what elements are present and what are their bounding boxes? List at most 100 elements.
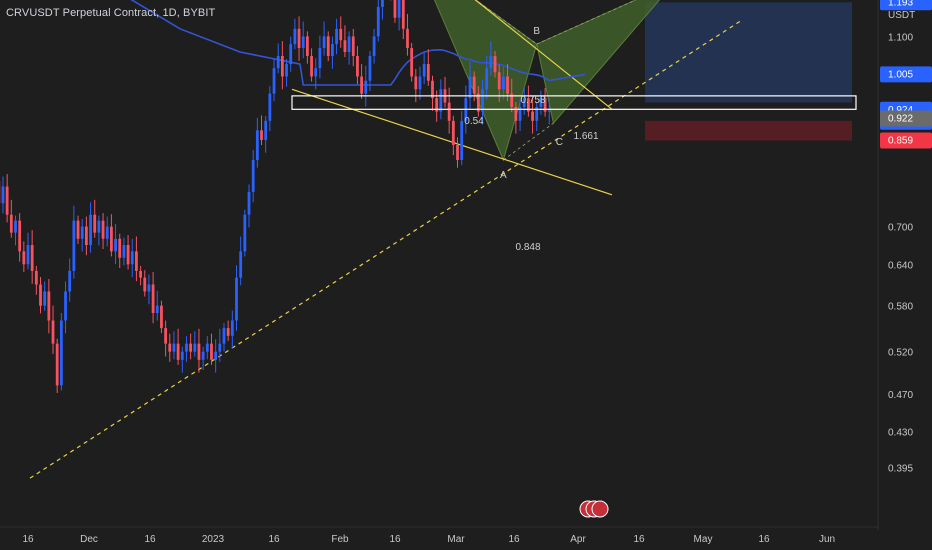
price-badge-value: 0.922	[888, 114, 913, 125]
candle-body	[235, 277, 238, 321]
candle-body	[130, 251, 134, 265]
candle-body	[339, 28, 343, 41]
candle-body	[497, 72, 501, 90]
candle-body	[193, 343, 197, 352]
candle-body	[160, 305, 163, 329]
x-tick-label: Mar	[447, 534, 465, 545]
candle-body	[72, 220, 76, 271]
candle-body	[451, 120, 455, 145]
candle-body	[406, 28, 409, 49]
candle-body	[510, 93, 514, 108]
candle-body	[397, 0, 401, 18]
candle-body	[151, 284, 155, 314]
candle-body	[34, 270, 38, 285]
x-tick-label: Apr	[570, 534, 586, 545]
candle-body	[176, 343, 180, 360]
candle-body	[247, 191, 251, 215]
candle-body	[310, 55, 313, 77]
candle-body	[531, 111, 534, 121]
pattern-ratio-label: 1.661	[573, 131, 598, 142]
stop-zone	[645, 120, 852, 141]
candle-body	[272, 68, 276, 94]
pattern-ratio-label: 0.54	[464, 116, 484, 127]
candle-body	[418, 76, 422, 90]
target-zone	[645, 2, 852, 103]
candle-body	[543, 98, 547, 112]
candle-body	[22, 251, 26, 265]
support-rect	[291, 95, 857, 110]
candle-body	[243, 214, 247, 252]
candle-body	[172, 343, 176, 352]
harmonic-ac-dashed	[503, 122, 554, 161]
chart-title: CRVUSDT Perpetual Contract, 1D, BYBIT	[6, 7, 216, 19]
candle-body	[205, 343, 209, 352]
x-tick-label: Dec	[80, 534, 98, 545]
candle-body	[322, 36, 326, 49]
candle-body	[547, 110, 551, 112]
price-badge	[880, 110, 932, 127]
candle-body	[268, 93, 272, 121]
candle-body	[506, 76, 509, 94]
candle-body	[426, 64, 430, 81]
harmonic-bd-dashed	[536, 0, 637, 45]
x-tick-label: 16	[758, 534, 770, 545]
candle-body	[293, 28, 297, 45]
x-tick-label: May	[694, 534, 713, 545]
candle-body	[147, 284, 151, 292]
candle-body	[155, 305, 159, 314]
candle-body	[51, 320, 55, 344]
candle-body	[118, 238, 122, 258]
candle-body	[180, 351, 184, 360]
candle-body	[447, 102, 451, 121]
candle-body	[301, 36, 305, 49]
y-tick-label: 0.430	[888, 428, 913, 439]
price-badge	[880, 0, 932, 11]
candle-body	[84, 226, 88, 246]
candle-body	[89, 214, 92, 246]
candle-body	[297, 28, 301, 49]
x-tick-label: 16	[508, 534, 520, 545]
candle-body	[343, 40, 347, 52]
candle-body	[218, 343, 222, 352]
candle-body	[401, 0, 405, 29]
price-badge-value: 0.924	[888, 105, 913, 116]
candle-body	[522, 98, 526, 108]
y-tick-label: 0.520	[888, 348, 913, 359]
candle-body	[514, 107, 518, 121]
event-flags[interactable]	[579, 500, 609, 518]
candle-body	[422, 64, 426, 77]
candle-body	[114, 238, 117, 252]
currency-label: USDT	[888, 10, 915, 21]
candle-body	[335, 28, 338, 45]
x-tick-label: Jun	[819, 534, 835, 545]
candle-body	[431, 80, 434, 99]
y-tick-label: 0.470	[888, 390, 913, 401]
candle-body	[527, 98, 530, 112]
candle-body	[76, 220, 80, 239]
position-zones	[645, 2, 852, 141]
harmonic-bcd-triangle	[536, 0, 661, 125]
candle-body	[356, 55, 359, 77]
support-zone-box	[291, 95, 857, 110]
candle-body	[1, 186, 5, 204]
candle-body	[472, 76, 476, 94]
candle-body	[201, 351, 205, 360]
event-flag-icon[interactable]	[591, 500, 609, 518]
candle-body	[289, 44, 293, 65]
candle-body	[439, 89, 443, 112]
candle-body	[80, 226, 84, 239]
y-tick-label: 0.640	[888, 260, 913, 271]
y-tick-label: 0.395	[888, 463, 913, 474]
candle-body	[101, 220, 105, 239]
candle-body	[230, 320, 234, 336]
candle-body	[376, 6, 380, 37]
candle-body	[381, 0, 384, 7]
candle-body	[168, 343, 172, 352]
candle-body	[326, 36, 330, 56]
x-tick-label: 16	[389, 534, 401, 545]
pattern-point-label: C	[556, 137, 563, 148]
y-axis-ticks: 1.4001.1000.7000.6400.5800.5200.4700.430…	[888, 32, 913, 474]
candle-body	[414, 76, 418, 90]
